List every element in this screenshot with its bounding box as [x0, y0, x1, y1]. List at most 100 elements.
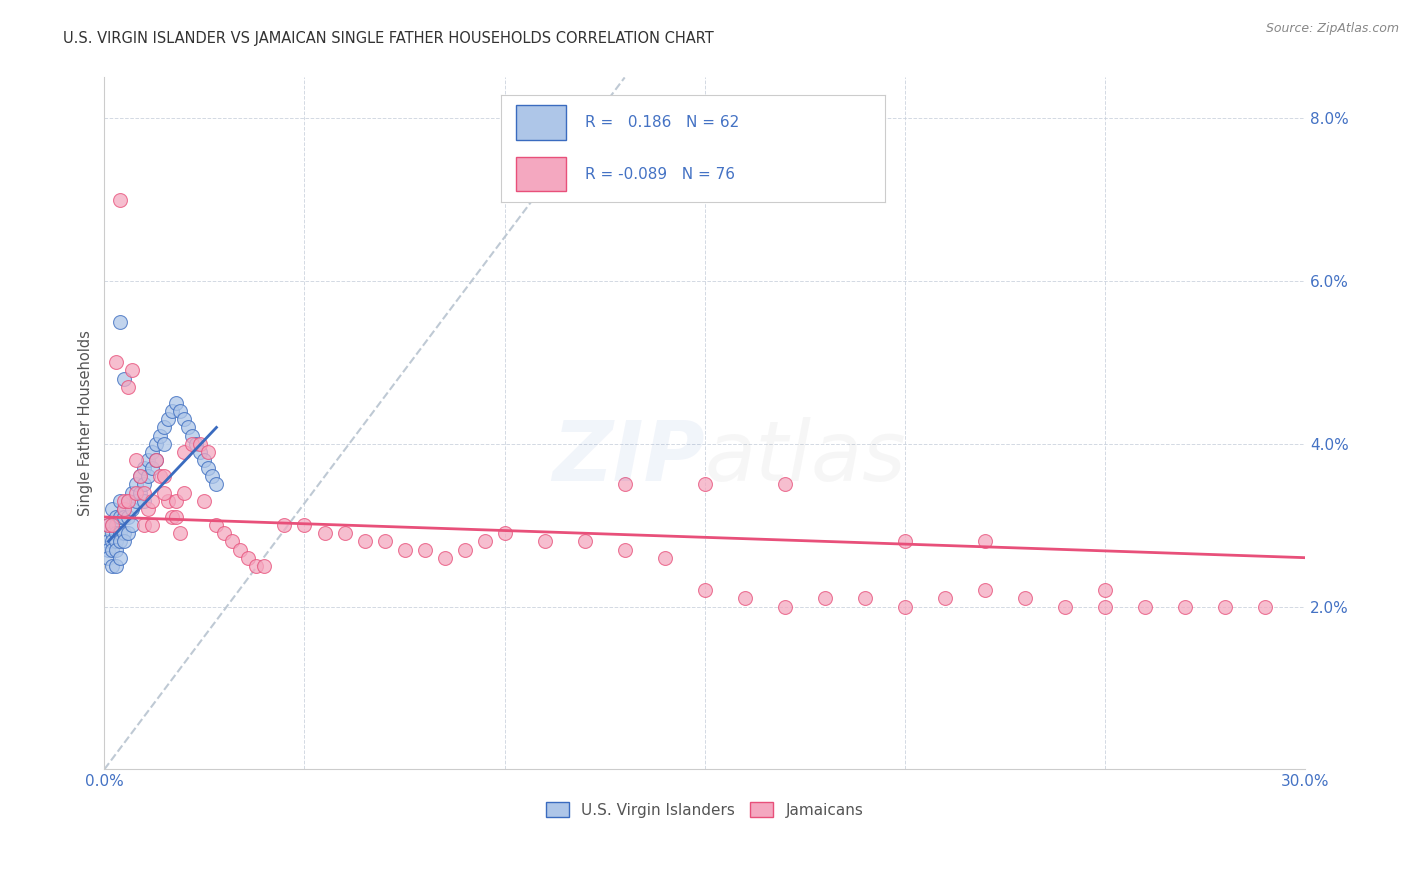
Point: [453, 542, 475, 557]
Point: [117, 526, 139, 541]
Point: [162, 404, 184, 418]
Point: [1014, 591, 1036, 606]
Point: [97, 534, 120, 549]
Point: [97, 550, 120, 565]
Point: [433, 550, 456, 565]
Point: [125, 493, 148, 508]
Y-axis label: Single Father Households: Single Father Households: [79, 330, 93, 516]
Point: [145, 453, 167, 467]
Point: [138, 453, 160, 467]
Point: [173, 412, 195, 426]
Point: [134, 477, 156, 491]
Point: [149, 469, 172, 483]
Point: [157, 493, 180, 508]
Point: [112, 501, 135, 516]
Point: [129, 469, 152, 483]
Point: [177, 420, 200, 434]
Legend: U.S. Virgin Islanders, Jamaicans: U.S. Virgin Islanders, Jamaicans: [540, 796, 869, 824]
Point: [138, 469, 160, 483]
Point: [814, 591, 837, 606]
Point: [97, 518, 120, 533]
Point: [105, 355, 128, 369]
Point: [474, 534, 496, 549]
Point: [205, 518, 228, 533]
Point: [197, 461, 219, 475]
Point: [314, 526, 336, 541]
Point: [141, 461, 163, 475]
Point: [693, 583, 716, 598]
Point: [253, 558, 276, 573]
Point: [193, 453, 215, 467]
Point: [221, 534, 243, 549]
Point: [973, 534, 995, 549]
Point: [394, 542, 416, 557]
Point: [654, 550, 676, 565]
Point: [112, 501, 135, 516]
Point: [374, 534, 396, 549]
Point: [112, 534, 135, 549]
Point: [121, 485, 143, 500]
Point: [134, 461, 156, 475]
Point: [129, 469, 152, 483]
Point: [97, 542, 120, 557]
Point: [117, 380, 139, 394]
Point: [121, 518, 143, 533]
Point: [613, 477, 636, 491]
Point: [125, 477, 148, 491]
Point: [333, 526, 356, 541]
Point: [214, 526, 236, 541]
Point: [894, 599, 917, 614]
Point: [773, 477, 796, 491]
Text: U.S. VIRGIN ISLANDER VS JAMAICAN SINGLE FATHER HOUSEHOLDS CORRELATION CHART: U.S. VIRGIN ISLANDER VS JAMAICAN SINGLE …: [63, 31, 714, 46]
Point: [121, 501, 143, 516]
Point: [294, 518, 316, 533]
Point: [197, 445, 219, 459]
Point: [853, 591, 876, 606]
Point: [101, 526, 124, 541]
Point: [153, 469, 176, 483]
Point: [105, 518, 128, 533]
Point: [181, 428, 204, 442]
Point: [613, 542, 636, 557]
Point: [165, 396, 187, 410]
Point: [229, 542, 252, 557]
Point: [121, 363, 143, 377]
Point: [112, 371, 135, 385]
Point: [117, 493, 139, 508]
Point: [773, 599, 796, 614]
Point: [138, 501, 160, 516]
Point: [181, 436, 204, 450]
Point: [145, 436, 167, 450]
Point: [153, 485, 176, 500]
Point: [149, 428, 172, 442]
Point: [101, 542, 124, 557]
Point: [238, 550, 260, 565]
Point: [934, 591, 956, 606]
Point: [105, 534, 128, 549]
Point: [165, 493, 187, 508]
Point: [205, 477, 228, 491]
Point: [353, 534, 375, 549]
Point: [1213, 599, 1236, 614]
Point: [125, 453, 148, 467]
Point: [101, 558, 124, 573]
Point: [153, 436, 176, 450]
Point: [190, 445, 212, 459]
Point: [117, 493, 139, 508]
Point: [110, 510, 132, 524]
Point: [1094, 583, 1116, 598]
Point: [173, 445, 195, 459]
Point: [1133, 599, 1156, 614]
Point: [125, 485, 148, 500]
Point: [105, 526, 128, 541]
Point: [105, 510, 128, 524]
Point: [894, 534, 917, 549]
Point: [110, 526, 132, 541]
Point: [1053, 599, 1076, 614]
Point: [101, 501, 124, 516]
Point: [134, 493, 156, 508]
Point: [190, 436, 212, 450]
Point: [141, 445, 163, 459]
Point: [201, 469, 224, 483]
Point: [1094, 599, 1116, 614]
